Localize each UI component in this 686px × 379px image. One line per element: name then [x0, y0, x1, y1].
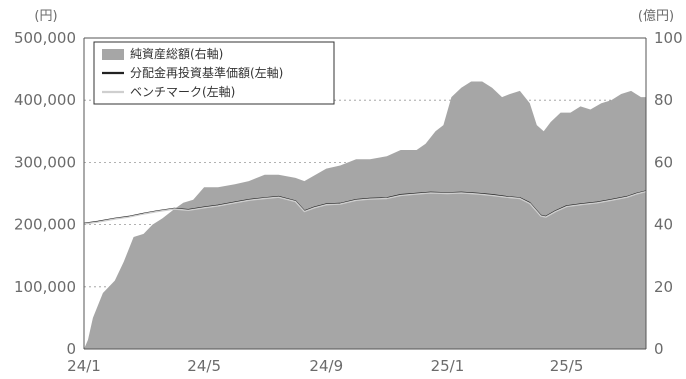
right-tick-label: 0 — [654, 340, 664, 358]
left-tick-label: 400,000 — [14, 91, 76, 109]
x-tick-label: 25/5 — [550, 357, 584, 375]
legend-item-net-assets: 純資産総額(右軸) — [130, 46, 223, 61]
left-tick-label: 300,000 — [14, 153, 76, 171]
right-tick-label: 40 — [654, 216, 673, 234]
x-tick-label: 24/9 — [309, 357, 343, 375]
legend-box — [93, 41, 335, 105]
right-tick-label: 80 — [654, 91, 673, 109]
benchmark-line — [83, 190, 647, 225]
x-tick-label: 24/5 — [187, 357, 221, 375]
legend: 純資産総額(右軸) 分配金再投資基準価額(左軸) ベンチマーク(左軸) — [93, 41, 335, 105]
area-layer — [84, 81, 646, 349]
left-tick-label: 0 — [66, 340, 76, 358]
left-tick-label: 500,000 — [14, 29, 76, 47]
legend-item-benchmark: ベンチマーク(左軸) — [130, 84, 235, 99]
legend-item-nav: 分配金再投資基準価額(左軸) — [130, 65, 283, 80]
legend-swatch-area — [102, 49, 124, 60]
net-assets-area — [84, 81, 646, 349]
right-axis-unit: (億円) — [638, 8, 674, 24]
line-layer — [83, 190, 647, 225]
left-axis-unit: (円) — [34, 9, 57, 24]
right-tick-label: 20 — [654, 278, 673, 296]
left-tick-label: 100,000 — [14, 278, 76, 296]
x-tick-label: 25/1 — [431, 357, 465, 375]
right-tick-label: 60 — [654, 153, 673, 171]
right-tick-label: 100 — [654, 29, 683, 47]
left-tick-label: 200,000 — [14, 216, 76, 234]
axes: 0 0 100,000 20 200,000 40 300,000 60 400,000 80 50… — [14, 29, 683, 375]
x-tick-label: 24/1 — [67, 357, 101, 375]
